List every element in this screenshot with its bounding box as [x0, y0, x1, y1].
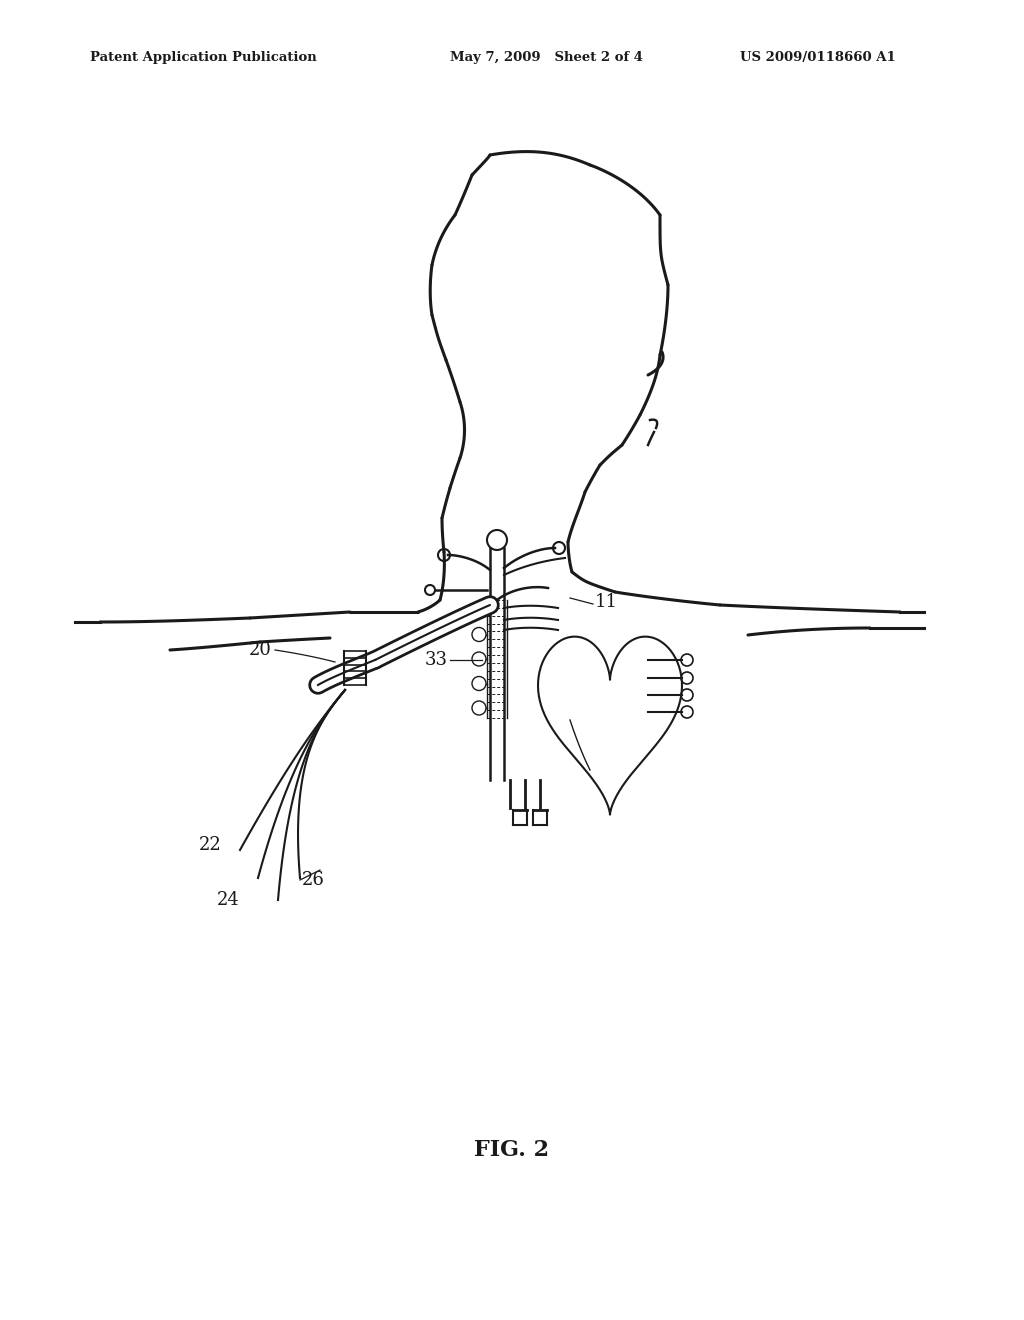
Text: FIG. 2: FIG. 2 [474, 1139, 550, 1162]
Text: 33: 33 [425, 651, 449, 669]
Text: 20: 20 [249, 642, 272, 659]
Text: 26: 26 [302, 871, 325, 888]
Text: 24: 24 [217, 891, 240, 909]
Text: 11: 11 [595, 593, 618, 611]
Text: US 2009/0118660 A1: US 2009/0118660 A1 [740, 51, 896, 65]
Text: Patent Application Publication: Patent Application Publication [90, 51, 316, 65]
Text: May 7, 2009   Sheet 2 of 4: May 7, 2009 Sheet 2 of 4 [450, 51, 643, 65]
Text: 22: 22 [200, 836, 222, 854]
